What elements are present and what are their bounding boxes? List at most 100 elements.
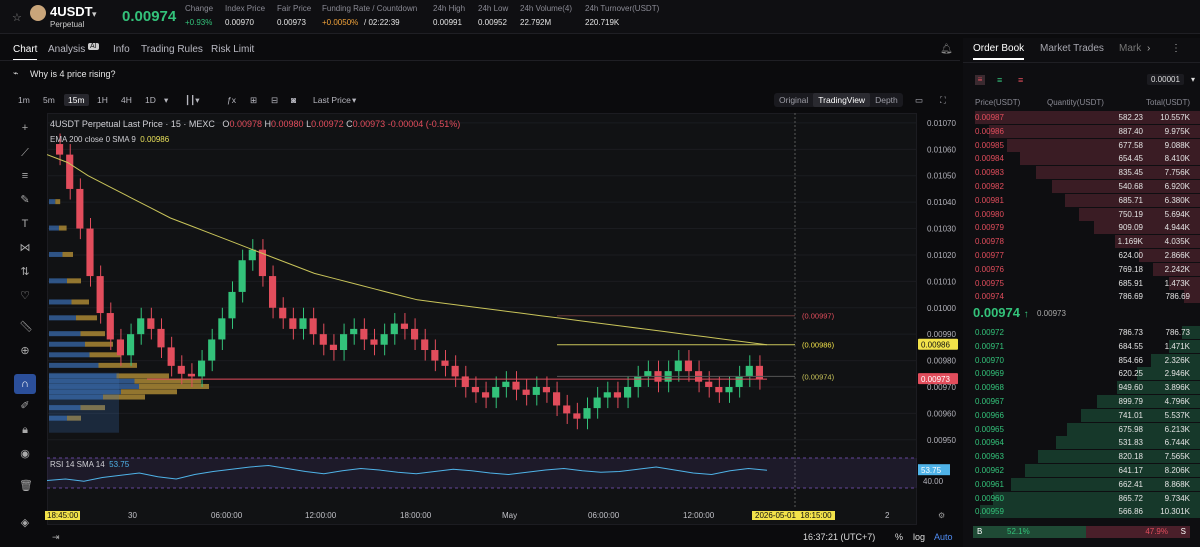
tab-analysis[interactable]: Analysis	[48, 44, 86, 55]
stat-label-low: 24h Low	[478, 4, 509, 13]
tab-mark[interactable]: Mark	[1119, 43, 1142, 54]
bid-row[interactable]: 0.00968 949.60 3.896K	[963, 381, 1200, 395]
ask-row[interactable]: 0.00979 909.09 4.944K	[963, 221, 1200, 235]
row-quantity: 624.00	[1118, 251, 1143, 260]
timeframe-1h[interactable]: 1H	[97, 95, 108, 105]
ask-row[interactable]: 0.00986 887.40 9.975K	[963, 124, 1200, 138]
last-price: 0.00974	[122, 8, 177, 25]
pattern-icon[interactable]: ⋈	[19, 242, 31, 254]
trash-icon[interactable]: 🗑︎	[19, 480, 33, 492]
eye-icon[interactable]: ◉	[20, 448, 30, 460]
candle-body	[147, 318, 155, 329]
heart-icon[interactable]: ♡	[20, 290, 30, 302]
more-icon[interactable]: ⋮	[1171, 43, 1181, 54]
stat-value-countdown: / 02:22:39	[364, 18, 400, 27]
precision-select[interactable]: 0.00001	[1147, 74, 1184, 85]
settings-icon[interactable]: ⚙︎	[938, 511, 946, 520]
bid-row[interactable]: 0.00966 741.01 5.537K	[963, 408, 1200, 422]
brush-icon[interactable]: ✎	[20, 194, 30, 206]
fullscreen-icon[interactable]: ⛶	[940, 95, 946, 105]
ask-row[interactable]: 0.00983 835.45 7.756K	[963, 166, 1200, 180]
view-asks-icon[interactable]: ≡	[1018, 75, 1024, 85]
timeframe-15m[interactable]: 15m	[64, 94, 89, 106]
grid-icon[interactable]: ⊞	[250, 95, 258, 105]
ask-row[interactable]: 0.00980 750.19 5.694K	[963, 207, 1200, 221]
ask-row[interactable]: 0.00974 786.69 786.69	[963, 290, 1200, 304]
timeframe-4h[interactable]: 4H	[121, 95, 132, 105]
star-icon[interactable]: ☆	[12, 12, 22, 24]
chevron-down-icon[interactable]: ▾	[352, 95, 357, 105]
chart-area[interactable]	[47, 113, 917, 525]
ask-row[interactable]: 0.00977 624.00 2.866K	[963, 249, 1200, 262]
candle-body	[390, 323, 398, 335]
tab-info[interactable]: Info	[113, 44, 130, 55]
view-depth[interactable]: Depth	[875, 95, 898, 105]
log-toggle[interactable]: log	[913, 532, 926, 542]
chevron-right-icon[interactable]: ›	[1147, 43, 1151, 54]
ema-value: 0.00986	[140, 135, 170, 144]
ask-row[interactable]: 0.00984 654.45 8.410K	[963, 152, 1200, 166]
ask-row[interactable]: 0.00978 1.169K 4.035K	[963, 235, 1200, 249]
lock-icon[interactable]: 🔒︎	[22, 424, 28, 436]
panel-icon[interactable]: ▭	[915, 95, 924, 105]
layout-icon[interactable]: ⊟	[271, 95, 279, 105]
ask-row[interactable]: 0.00987 582.23 10.557K	[963, 111, 1200, 124]
ask-row[interactable]: 0.00975 685.91 1.473K	[963, 276, 1200, 290]
camera-icon[interactable]: ◙	[291, 95, 297, 105]
price-type-select[interactable]: Last Price	[313, 95, 351, 105]
bid-row[interactable]: 0.00972 786.73 786.73	[963, 326, 1200, 339]
tab-chart[interactable]: Chart	[13, 44, 38, 61]
tab-order-book[interactable]: Order Book	[973, 43, 1025, 60]
bell-icon[interactable]: 🔔︎	[940, 44, 953, 55]
bid-row[interactable]: 0.00971 684.55 1.471K	[963, 339, 1200, 353]
ai-insight-link[interactable]: Why is 4 price rising?	[30, 69, 116, 79]
header-price: Price(USDT)	[975, 98, 1021, 107]
bid-row[interactable]: 0.00970 854.66 2.326K	[963, 353, 1200, 367]
row-total: 1.471K	[1164, 341, 1190, 351]
ask-row[interactable]: 0.00981 685.71 6.380K	[963, 193, 1200, 207]
row-quantity: 685.91	[1118, 278, 1143, 288]
crosshair-icon[interactable]: +	[21, 122, 29, 134]
price-chart[interactable]: 0.01070 0.01060 0.01050 0.01040 0.01030 0.010…	[47, 113, 960, 528]
view-bids-icon[interactable]: ≡	[997, 75, 1003, 85]
ask-row[interactable]: 0.00976 769.18 2.242K	[963, 262, 1200, 276]
pen-lock-icon[interactable]: ✐	[20, 400, 30, 412]
bid-row[interactable]: 0.00962 641.17 8.206K	[963, 464, 1200, 477]
bid-row[interactable]: 0.00960 865.72 9.734K	[963, 491, 1200, 505]
magnet-icon[interactable]: ∩	[14, 374, 36, 394]
bid-row[interactable]: 0.00963 820.18 7.565K	[963, 450, 1200, 464]
candle-type-icon[interactable]: ┃┃▾	[185, 95, 200, 105]
tab-market-trades[interactable]: Market Trades	[1040, 43, 1104, 54]
bid-row[interactable]: 0.00967 899.79 4.796K	[963, 395, 1200, 408]
chevron-down-icon[interactable]: ▾	[164, 95, 169, 105]
ask-row[interactable]: 0.00982 540.68 6.920K	[963, 180, 1200, 193]
trendline-icon[interactable]: ⟋	[21, 147, 29, 159]
bid-row[interactable]: 0.00961 662.41 8.868K	[963, 477, 1200, 491]
tab-trading-rules[interactable]: Trading Rules	[141, 44, 203, 55]
timeframe-1m[interactable]: 1m	[18, 95, 30, 105]
bid-row[interactable]: 0.00959 566.86 10.301K	[963, 505, 1200, 519]
tab-risk-limit[interactable]: Risk Limit	[211, 44, 255, 55]
zoom-icon[interactable]: ⊕	[20, 345, 30, 357]
view-original[interactable]: Original	[779, 95, 809, 105]
measure-icon[interactable]: ⇅	[20, 266, 30, 278]
bid-row[interactable]: 0.00969 620.25 2.946K	[963, 367, 1200, 381]
bid-row[interactable]: 0.00965 675.98 6.213K	[963, 422, 1200, 436]
chevron-down-icon[interactable]: ▾	[92, 9, 97, 19]
timeframe-1d[interactable]: 1D	[145, 95, 156, 105]
timeframe-5m[interactable]: 5m	[43, 95, 55, 105]
auto-toggle[interactable]: Auto	[934, 532, 953, 542]
view-both-icon[interactable]: ≡	[975, 75, 985, 85]
ask-row[interactable]: 0.00985 677.58 9.088K	[963, 138, 1200, 152]
layers-icon[interactable]: ◈	[20, 517, 30, 529]
fib-icon[interactable]: ≡	[21, 170, 29, 182]
ruler-icon[interactable]: 📏︎	[19, 321, 33, 333]
view-tradingview[interactable]: TradingView	[813, 93, 871, 107]
bid-row[interactable]: 0.00964 531.83 6.744K	[963, 436, 1200, 450]
symbol-name[interactable]: 4USDT	[50, 4, 93, 19]
percent-toggle[interactable]: %	[895, 532, 904, 542]
text-icon[interactable]: T	[21, 218, 29, 230]
chevron-down-icon[interactable]: ▾	[1191, 75, 1196, 84]
date-range-icon[interactable]: ⇥	[52, 532, 60, 542]
indicator-icon[interactable]: ƒx	[227, 95, 236, 105]
